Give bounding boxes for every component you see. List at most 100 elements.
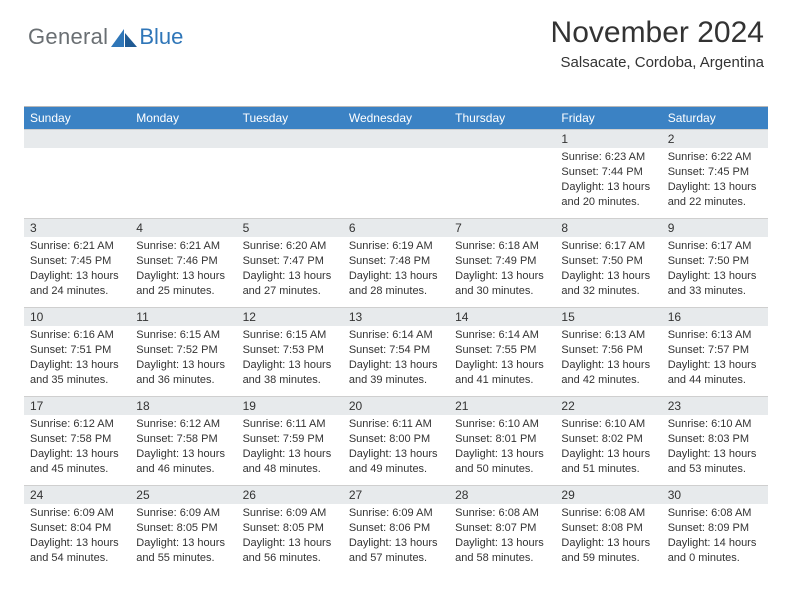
sunrise-text: Sunrise: 6:10 AM — [668, 417, 762, 432]
day-number: 13 — [343, 308, 449, 326]
day-number: 22 — [555, 397, 661, 415]
day-number: 7 — [449, 219, 555, 237]
sunrise-text: Sunrise: 6:08 AM — [668, 506, 762, 521]
day-header: Monday — [130, 107, 236, 129]
day-number: 15 — [555, 308, 661, 326]
sunrise-text: Sunrise: 6:23 AM — [561, 150, 655, 165]
cell-body: Sunrise: 6:15 AMSunset: 7:53 PMDaylight:… — [237, 326, 343, 391]
daylight-text-2: and 28 minutes. — [349, 284, 443, 299]
sunset-text: Sunset: 8:08 PM — [561, 521, 655, 536]
cell-body: Sunrise: 6:10 AMSunset: 8:03 PMDaylight:… — [662, 415, 768, 480]
daylight-text-1: Daylight: 13 hours — [136, 358, 230, 373]
sunset-text: Sunset: 7:53 PM — [243, 343, 337, 358]
daylight-text-1: Daylight: 13 hours — [136, 447, 230, 462]
daylight-text-2: and 58 minutes. — [455, 551, 549, 566]
day-number — [130, 130, 236, 148]
sunset-text: Sunset: 7:45 PM — [30, 254, 124, 269]
sunset-text: Sunset: 7:57 PM — [668, 343, 762, 358]
calendar-week: 17Sunrise: 6:12 AMSunset: 7:58 PMDayligh… — [24, 396, 768, 485]
daylight-text-1: Daylight: 13 hours — [349, 536, 443, 551]
day-number: 17 — [24, 397, 130, 415]
daylight-text-2: and 35 minutes. — [30, 373, 124, 388]
daylight-text-1: Daylight: 13 hours — [136, 269, 230, 284]
daylight-text-1: Daylight: 13 hours — [30, 269, 124, 284]
sunset-text: Sunset: 7:44 PM — [561, 165, 655, 180]
daylight-text-1: Daylight: 13 hours — [349, 447, 443, 462]
sunrise-text: Sunrise: 6:22 AM — [668, 150, 762, 165]
calendar-cell: 3Sunrise: 6:21 AMSunset: 7:45 PMDaylight… — [24, 219, 130, 307]
calendar-cell: 21Sunrise: 6:10 AMSunset: 8:01 PMDayligh… — [449, 397, 555, 485]
daylight-text-2: and 38 minutes. — [243, 373, 337, 388]
calendar-cell: 15Sunrise: 6:13 AMSunset: 7:56 PMDayligh… — [555, 308, 661, 396]
sunrise-text: Sunrise: 6:20 AM — [243, 239, 337, 254]
daylight-text-2: and 20 minutes. — [561, 195, 655, 210]
daylight-text-1: Daylight: 13 hours — [243, 269, 337, 284]
day-number: 26 — [237, 486, 343, 504]
calendar-cell: 1 Sunrise: 6:23 AMSunset: 7:44 PMDaylight… — [555, 130, 661, 218]
daylight-text-2: and 45 minutes. — [30, 462, 124, 477]
day-number — [343, 130, 449, 148]
sunrise-text: Sunrise: 6:09 AM — [136, 506, 230, 521]
day-number: 2 — [662, 130, 768, 148]
day-header: Sunday — [24, 107, 130, 129]
sunset-text: Sunset: 8:07 PM — [455, 521, 549, 536]
sunset-text: Sunset: 8:06 PM — [349, 521, 443, 536]
daylight-text-1: Daylight: 13 hours — [30, 536, 124, 551]
sunset-text: Sunset: 8:05 PM — [136, 521, 230, 536]
sunrise-text: Sunrise: 6:08 AM — [561, 506, 655, 521]
cell-body: Sunrise: 6:09 AMSunset: 8:05 PMDaylight:… — [237, 504, 343, 569]
daylight-text-1: Daylight: 13 hours — [455, 447, 549, 462]
sunrise-text: Sunrise: 6:14 AM — [455, 328, 549, 343]
calendar-cell — [343, 130, 449, 218]
day-number — [24, 130, 130, 148]
day-number — [449, 130, 555, 148]
sunrise-text: Sunrise: 6:12 AM — [136, 417, 230, 432]
calendar-cell: 16Sunrise: 6:13 AMSunset: 7:57 PMDayligh… — [662, 308, 768, 396]
calendar-cell: 29Sunrise: 6:08 AMSunset: 8:08 PMDayligh… — [555, 486, 661, 574]
daylight-text-1: Daylight: 13 hours — [455, 269, 549, 284]
day-number: 21 — [449, 397, 555, 415]
sunrise-text: Sunrise: 6:13 AM — [668, 328, 762, 343]
day-number: 1 — [555, 130, 661, 148]
day-header: Saturday — [662, 107, 768, 129]
daylight-text-2: and 51 minutes. — [561, 462, 655, 477]
brand-text-1: General — [28, 24, 108, 50]
daylight-text-2: and 50 minutes. — [455, 462, 549, 477]
daylight-text-2: and 53 minutes. — [668, 462, 762, 477]
sunset-text: Sunset: 8:02 PM — [561, 432, 655, 447]
sunset-text: Sunset: 8:09 PM — [668, 521, 762, 536]
daylight-text-1: Daylight: 13 hours — [349, 269, 443, 284]
day-header: Friday — [555, 107, 661, 129]
daylight-text-1: Daylight: 13 hours — [561, 269, 655, 284]
daylight-text-2: and 24 minutes. — [30, 284, 124, 299]
sunset-text: Sunset: 8:01 PM — [455, 432, 549, 447]
cell-body: Sunrise: 6:12 AMSunset: 7:58 PMDaylight:… — [24, 415, 130, 480]
cell-body: Sunrise: 6:20 AMSunset: 7:47 PMDaylight:… — [237, 237, 343, 302]
daylight-text-1: Daylight: 13 hours — [561, 180, 655, 195]
daylight-text-1: Daylight: 13 hours — [668, 180, 762, 195]
header-right: November 2024 Salsacate, Cordoba, Argent… — [551, 16, 764, 71]
calendar-cell: 24Sunrise: 6:09 AMSunset: 8:04 PMDayligh… — [24, 486, 130, 574]
calendar-cell: 13Sunrise: 6:14 AMSunset: 7:54 PMDayligh… — [343, 308, 449, 396]
daylight-text-2: and 41 minutes. — [455, 373, 549, 388]
daylight-text-1: Daylight: 13 hours — [561, 536, 655, 551]
daylight-text-1: Daylight: 13 hours — [668, 269, 762, 284]
daylight-text-2: and 44 minutes. — [668, 373, 762, 388]
cell-body: Sunrise: 6:17 AMSunset: 7:50 PMDaylight:… — [555, 237, 661, 302]
cell-body: Sunrise: 6:10 AMSunset: 8:01 PMDaylight:… — [449, 415, 555, 480]
sunset-text: Sunset: 7:47 PM — [243, 254, 337, 269]
daylight-text-2: and 33 minutes. — [668, 284, 762, 299]
daylight-text-1: Daylight: 13 hours — [136, 536, 230, 551]
sunrise-text: Sunrise: 6:21 AM — [30, 239, 124, 254]
day-number: 30 — [662, 486, 768, 504]
sunset-text: Sunset: 8:00 PM — [349, 432, 443, 447]
calendar-cell — [449, 130, 555, 218]
day-header: Tuesday — [237, 107, 343, 129]
sunrise-text: Sunrise: 6:18 AM — [455, 239, 549, 254]
sunrise-text: Sunrise: 6:15 AM — [243, 328, 337, 343]
brand-text-2: Blue — [139, 24, 183, 50]
day-number: 19 — [237, 397, 343, 415]
cell-body: Sunrise: 6:17 AMSunset: 7:50 PMDaylight:… — [662, 237, 768, 302]
sunset-text: Sunset: 7:58 PM — [30, 432, 124, 447]
cell-body: Sunrise: 6:13 AMSunset: 7:56 PMDaylight:… — [555, 326, 661, 391]
